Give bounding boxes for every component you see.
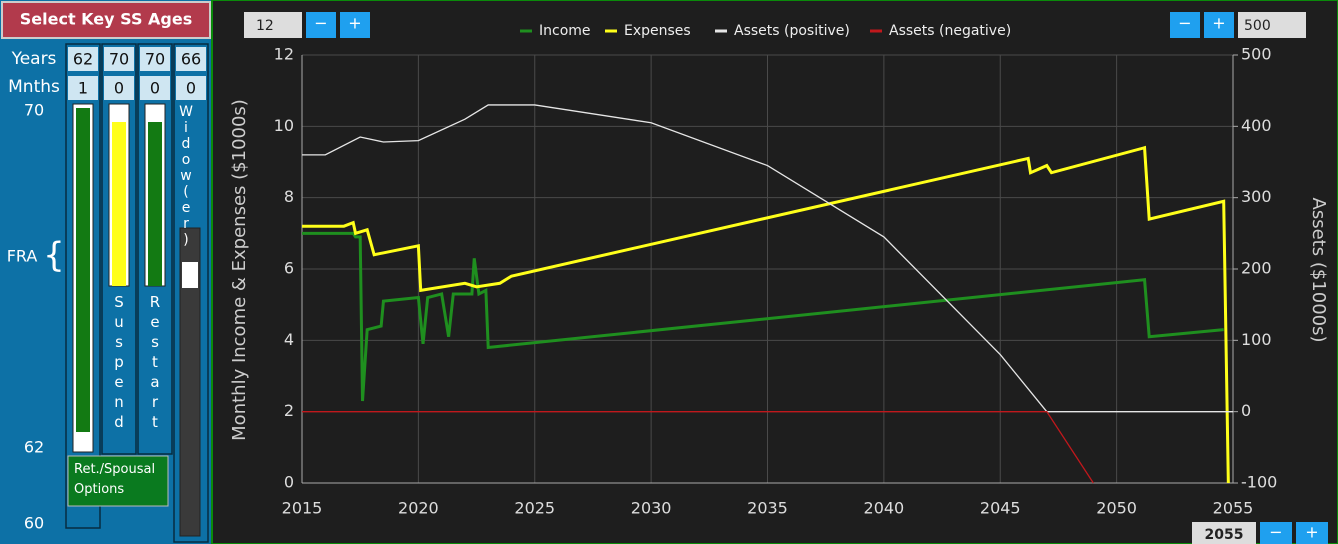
select-ages-button[interactable] — [1, 1, 211, 39]
x-tick-label: 2045 — [980, 499, 1021, 518]
legend-label: Assets (positive) — [734, 23, 850, 39]
y2-tick-label: -100 — [1241, 473, 1277, 492]
minus-button[interactable] — [1170, 12, 1200, 38]
x-tick-label: 2020 — [398, 499, 439, 518]
value-input[interactable] — [1192, 522, 1256, 544]
age-input-text: 70 — [145, 50, 165, 69]
column-frame — [137, 43, 173, 455]
scale-label: 60 — [24, 514, 44, 533]
chart-panel — [211, 0, 1338, 544]
plus-label: + — [1305, 523, 1318, 542]
slider-track[interactable] — [179, 227, 201, 537]
x-tick-label: 2030 — [631, 499, 672, 518]
minus-label: − — [1178, 14, 1191, 33]
series-line — [302, 411, 1094, 484]
y-tick-label: 10 — [274, 116, 294, 135]
plus-button[interactable] — [1296, 522, 1328, 544]
age-input[interactable] — [68, 76, 98, 100]
slider-fill — [76, 108, 90, 432]
plus-label: + — [348, 14, 361, 33]
age-input-text: 1 — [78, 79, 88, 98]
y2-tick-label: 400 — [1241, 116, 1272, 135]
value-input[interactable] — [244, 12, 302, 38]
x-tick-label: 2055 — [1213, 499, 1254, 518]
scale-label: 70 — [24, 101, 44, 120]
value-input-text: 2055 — [1205, 527, 1244, 543]
x-tick-label: 2040 — [864, 499, 905, 518]
row-label: Mnths — [8, 77, 60, 97]
legend-label: Income — [539, 23, 591, 39]
age-input-text: 0 — [186, 79, 196, 98]
column-label: Widow(er) — [178, 104, 194, 248]
y2-axis-label: Assets ($1000s) — [1308, 198, 1329, 343]
series-line — [302, 104, 1233, 413]
x-tick-label: 2035 — [747, 499, 788, 518]
age-input[interactable] — [176, 76, 206, 100]
scale-label: 62 — [24, 438, 44, 457]
series-line — [302, 145, 1230, 484]
plot-area — [302, 104, 1233, 484]
legend-label: Assets (negative) — [889, 23, 1011, 39]
fra-brace: { — [43, 236, 65, 276]
legend-label: Expenses — [624, 23, 691, 39]
minus-label: − — [314, 14, 327, 33]
options-button[interactable] — [67, 455, 169, 507]
column-frame — [65, 43, 101, 529]
column-frame — [101, 43, 137, 455]
y2-tick-label: 0 — [1241, 401, 1251, 420]
options-label: Ret./Spousal Options — [74, 462, 156, 497]
minus-button[interactable] — [1260, 522, 1292, 544]
y-tick-label: 4 — [284, 330, 294, 349]
age-input[interactable] — [140, 76, 170, 100]
age-input[interactable] — [104, 47, 134, 71]
x-tick-label: 2015 — [282, 499, 323, 518]
y-tick-label: 0 — [284, 473, 294, 492]
column-label: Suspend — [110, 293, 128, 433]
minus-label: − — [1269, 523, 1282, 542]
y-tick-label: 6 — [284, 259, 294, 278]
age-input-text: 0 — [150, 79, 160, 98]
plus-label: + — [1212, 14, 1225, 33]
row-label: Years — [11, 49, 57, 69]
age-input-text: 62 — [73, 50, 93, 69]
column-frame — [173, 43, 209, 543]
y-tick-label: 8 — [284, 187, 294, 206]
y-tick-label: 12 — [274, 45, 294, 64]
y2-tick-label: 200 — [1241, 259, 1272, 278]
age-input[interactable] — [176, 47, 206, 71]
y2-tick-label: 500 — [1241, 45, 1272, 64]
x-tick-label: 2050 — [1096, 499, 1137, 518]
value-input-text: 12 — [256, 18, 274, 34]
age-input[interactable] — [68, 47, 98, 71]
y-tick-label: 2 — [284, 401, 294, 420]
age-input[interactable] — [140, 47, 170, 71]
y2-tick-label: 300 — [1241, 187, 1272, 206]
slider-fill — [112, 122, 126, 286]
value-input-text: 500 — [1244, 18, 1271, 34]
x-tick-label: 2025 — [514, 499, 555, 518]
plus-button[interactable] — [340, 12, 370, 38]
age-input-text: 70 — [109, 50, 129, 69]
panel-title: Select Key SS Ages — [20, 10, 193, 29]
minus-button[interactable] — [306, 12, 336, 38]
column-label: Restart — [146, 293, 164, 433]
y2-tick-label: 100 — [1241, 330, 1272, 349]
age-input[interactable] — [104, 76, 134, 100]
slider-fill — [148, 122, 162, 286]
value-input[interactable] — [1238, 12, 1306, 38]
series-line — [302, 231, 1224, 402]
y-axis-label: Monthly Income & Expenses ($1000s) — [229, 99, 250, 441]
age-input-text: 66 — [181, 50, 201, 69]
fra-label: FRA — [7, 247, 38, 266]
age-input-text: 0 — [114, 79, 124, 98]
plus-button[interactable] — [1204, 12, 1234, 38]
slider-knob[interactable] — [182, 262, 198, 288]
